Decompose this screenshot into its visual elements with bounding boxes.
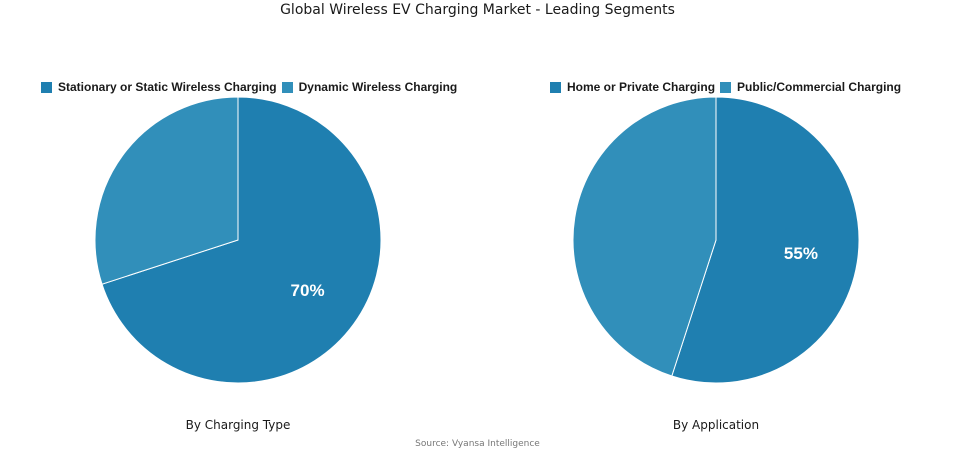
legend-swatch-home	[550, 81, 561, 93]
source-note: Source: Vyansa Intelligence	[415, 439, 540, 449]
legend-swatch-dynamic	[281, 81, 293, 93]
legend-item-public: Public/Commercial Charging	[720, 80, 901, 94]
caption-application: By Application	[672, 418, 760, 432]
legend-item-dynamic: Dynamic Wireless Charging	[281, 80, 458, 94]
chart-title: Global Wireless EV Charging Market - Lea…	[280, 2, 675, 18]
legend-swatch-stationary	[41, 81, 52, 93]
legend-application: Home or Private Charging Public/Commerci…	[550, 80, 906, 94]
pie-label-stationary-or-static-wireless-charging: 70%	[291, 281, 325, 300]
pie-slice-home-or-private-charging	[671, 96, 860, 384]
legend-swatch-public	[720, 81, 732, 93]
legend-label-home: Home or Private Charging	[567, 80, 716, 94]
pie-chart-application: 55%	[572, 96, 860, 384]
legend-label-dynamic: Dynamic Wireless Charging	[298, 80, 458, 94]
legend-label-stationary: Stationary or Static Wireless Charging	[58, 80, 277, 94]
pie-label-home-or-private-charging: 55%	[784, 244, 818, 263]
pie-chart-charging-type: 70%	[94, 96, 382, 384]
legend-item-stationary: Stationary or Static Wireless Charging	[41, 80, 277, 94]
pie-slice-stationary-or-static-wireless-charging	[101, 96, 382, 384]
legend-label-public: Public/Commercial Charging	[737, 80, 902, 94]
legend-charging-type: Stationary or Static Wireless Charging D…	[41, 80, 462, 94]
legend-item-home: Home or Private Charging	[550, 80, 715, 94]
pie-slice-public-commercial-charging	[572, 96, 717, 377]
caption-charging-type: By Charging Type	[185, 418, 291, 432]
pie-slice-dynamic-wireless-charging	[94, 96, 239, 285]
